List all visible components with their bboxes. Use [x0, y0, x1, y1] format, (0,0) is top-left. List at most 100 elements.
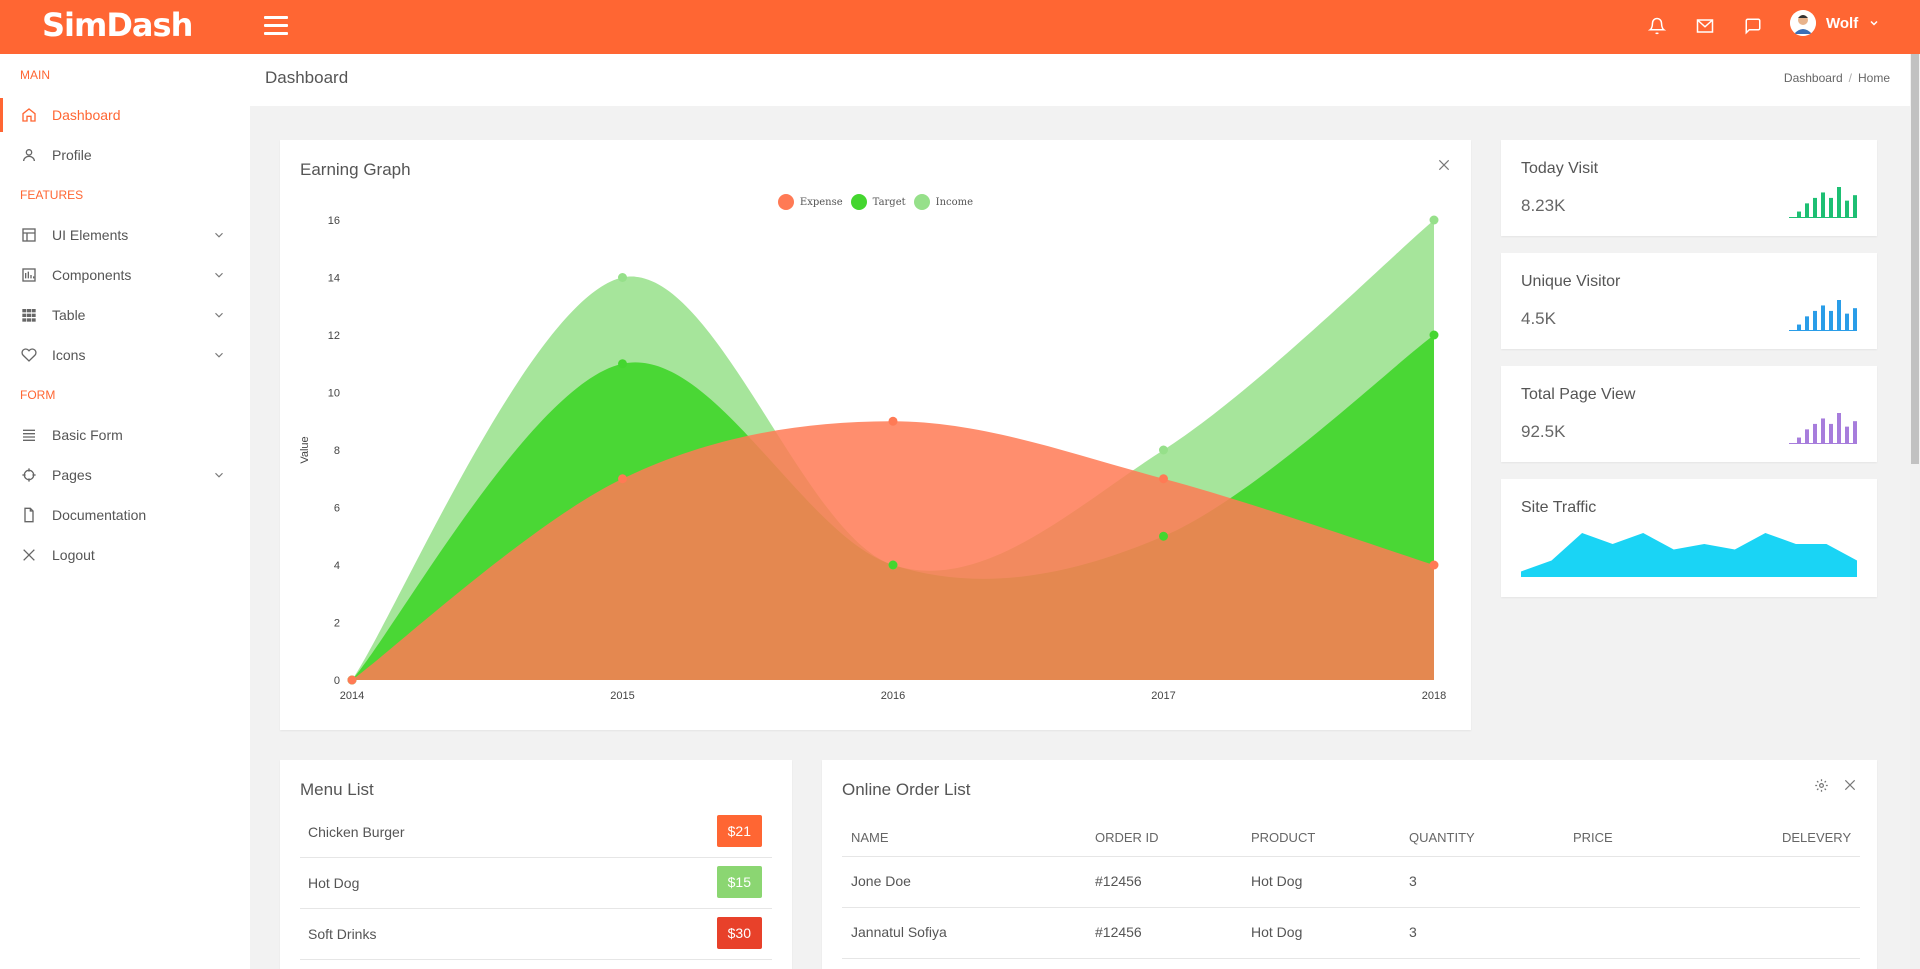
y-tick-label: 0 — [334, 675, 340, 687]
table-divider — [842, 907, 1860, 908]
traffic-area — [1521, 533, 1857, 577]
sparkline-bar — [1821, 305, 1825, 330]
gear-icon[interactable] — [1814, 778, 1829, 793]
sidebar-item-label: Documentation — [52, 507, 147, 523]
order-quantity: 3 — [1409, 873, 1417, 889]
avatar — [1790, 10, 1816, 36]
today-visit-card: Today Visit 8.23K — [1501, 140, 1877, 236]
breadcrumb-item-dashboard[interactable]: Dashboard — [1783, 71, 1843, 85]
sidebar-section-features: FEATURES — [20, 188, 84, 202]
order-product: Hot Dog — [1251, 873, 1303, 889]
sidebar: MAIN Dashboard Profile FEATURES UI Eleme… — [0, 54, 250, 969]
data-point-income[interactable] — [618, 273, 627, 282]
data-point-expense[interactable] — [1429, 560, 1439, 570]
sparkline-bar — [1813, 310, 1817, 330]
online-order-title: Online Order List — [842, 780, 971, 799]
legend-item-expense[interactable]: Expense — [777, 194, 843, 210]
page-scrollbar[interactable] — [1910, 54, 1920, 969]
layout-icon — [20, 226, 38, 244]
breadcrumb: Dashboard / Home — [1784, 71, 1890, 85]
sidebar-item-icons[interactable]: Icons — [0, 338, 250, 372]
page-header: Dashboard Dashboard / Home — [250, 54, 1910, 106]
breadcrumb-item-home[interactable]: Home — [1857, 71, 1890, 85]
sparkline-bar — [1829, 197, 1833, 217]
sparkline-bar — [1821, 418, 1825, 443]
data-point-target[interactable] — [1429, 330, 1439, 340]
price-badge: $21 — [716, 815, 762, 847]
sparkline-bar — [1805, 429, 1809, 443]
menu-list-title: Menu List — [300, 780, 374, 799]
sidebar-item-dashboard[interactable]: Dashboard — [0, 98, 250, 132]
sidebar-item-table[interactable]: Table — [0, 298, 250, 332]
sparkline-bar — [1805, 316, 1809, 330]
table-icon — [20, 306, 38, 324]
price-badge: $30 — [716, 917, 762, 949]
online-order-card: Online Order List NAME ORDER ID PRODUCT … — [822, 760, 1877, 969]
site-traffic-card: Site Traffic — [1501, 479, 1877, 597]
unique-visitor-sparkline — [1789, 300, 1857, 331]
chat-button[interactable] — [1740, 13, 1766, 39]
legend-swatch-income — [913, 194, 930, 210]
order-product: Hot Dog — [1251, 924, 1303, 940]
sidebar-item-ui-elements[interactable]: UI Elements — [0, 218, 250, 252]
components-icon — [20, 266, 38, 284]
sparkline-bar — [1837, 187, 1841, 217]
column-header-product: PRODUCT — [1251, 830, 1316, 845]
menu-item: Soft Drinks $30 — [300, 909, 772, 960]
sidebar-item-logout[interactable]: Logout — [0, 538, 250, 572]
y-tick-label: 14 — [328, 273, 340, 285]
sparkline-bar — [1821, 192, 1825, 217]
y-axis-label: Value — [299, 436, 311, 463]
app-logo[interactable]: SimDash — [42, 6, 193, 44]
sidebar-item-pages[interactable]: Pages — [0, 458, 250, 492]
order-name: Jannatul Sofiya — [851, 924, 947, 940]
data-point-expense[interactable] — [618, 474, 627, 484]
chevron-down-icon — [215, 272, 223, 278]
top-bar: SimDash Wolf — [0, 0, 1920, 54]
user-menu[interactable]: Wolf — [1790, 10, 1880, 36]
x-tick-label: 2016 — [881, 690, 905, 702]
close-icon[interactable] — [1437, 158, 1451, 172]
heart-icon — [20, 346, 38, 364]
document-icon — [20, 506, 38, 524]
legend-swatch-expense — [777, 194, 794, 210]
close-icon[interactable] — [1843, 778, 1857, 792]
column-header-name: NAME — [851, 830, 889, 845]
sidebar-item-label: Components — [52, 267, 132, 283]
page-title: Dashboard — [265, 68, 349, 87]
x-tick-label: 2015 — [610, 690, 634, 702]
data-point-expense[interactable] — [347, 675, 357, 685]
data-point-target[interactable] — [618, 359, 627, 369]
data-point-income[interactable] — [1429, 215, 1439, 225]
data-point-target[interactable] — [888, 560, 898, 570]
chevron-down-icon — [215, 472, 223, 478]
sparkline-bar — [1845, 200, 1849, 217]
sidebar-item-profile[interactable]: Profile — [0, 138, 250, 172]
menu-item-name: Hot Dog — [308, 875, 360, 891]
order-id: #12456 — [1095, 924, 1142, 940]
menu-toggle-button[interactable] — [264, 16, 288, 36]
data-point-expense[interactable] — [888, 416, 898, 426]
sparkline-bar — [1797, 211, 1801, 217]
target-icon — [20, 466, 38, 484]
data-point-income[interactable] — [1159, 445, 1168, 455]
legend-item-income[interactable]: Income — [913, 194, 973, 210]
legend-item-target[interactable]: Target — [850, 194, 906, 210]
scrollbar-thumb[interactable] — [1911, 54, 1919, 464]
unique-visitor-card: Unique Visitor 4.5K — [1501, 253, 1877, 349]
data-point-target[interactable] — [1159, 531, 1168, 541]
messages-button[interactable] — [1692, 13, 1718, 39]
chart-legend: Expense Target Income — [280, 194, 1471, 210]
data-point-expense[interactable] — [1159, 474, 1168, 484]
sidebar-item-documentation[interactable]: Documentation — [0, 498, 250, 532]
sparkline-bar — [1829, 310, 1833, 330]
stat-value: 4.5K — [1521, 309, 1556, 328]
notifications-button[interactable] — [1644, 13, 1670, 39]
sidebar-item-label: UI Elements — [52, 227, 129, 243]
column-header-order-id: ORDER ID — [1095, 830, 1159, 845]
menu-list-card: Menu List Chicken Burger $21 Hot Dog $15… — [280, 760, 792, 969]
sidebar-item-label: Profile — [52, 147, 92, 163]
sidebar-item-basic-form[interactable]: Basic Form — [0, 418, 250, 452]
sidebar-item-components[interactable]: Components — [0, 258, 250, 292]
total-page-view-sparkline — [1789, 413, 1857, 444]
